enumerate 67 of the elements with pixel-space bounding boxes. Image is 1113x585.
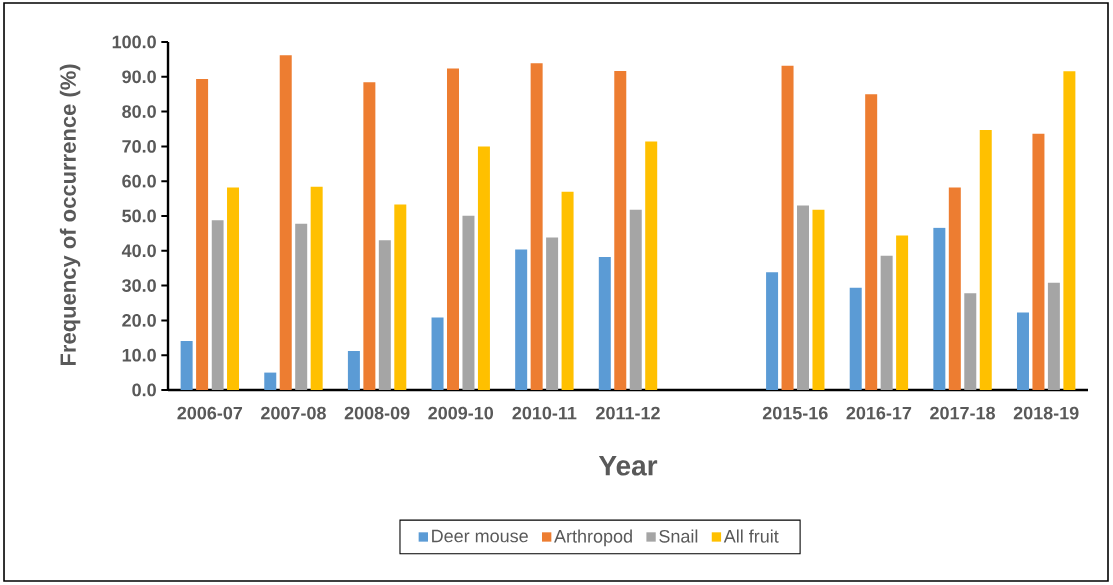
legend-label: Arthropod (554, 529, 632, 547)
y-tick-label: 10.0 (122, 348, 156, 362)
bar (797, 205, 810, 390)
bar (477, 146, 490, 390)
bar (546, 237, 559, 390)
x-axis-title: Year (598, 456, 658, 476)
x-tick-label: 2008-09 (344, 406, 410, 420)
x-tick-label: 2018-19 (1013, 406, 1079, 420)
bar (180, 340, 193, 390)
y-tick-label: 40.0 (121, 244, 156, 258)
bar (515, 249, 528, 390)
x-tick-label: 2007-08 (261, 406, 326, 420)
x-tick-label: 2006-07 (177, 406, 243, 420)
y-tick-label: 80.0 (122, 105, 156, 118)
x-tick-label: 2017-18 (930, 406, 995, 420)
y-tick-label: 50.0 (122, 209, 156, 223)
bar (295, 223, 308, 390)
bar (1016, 312, 1029, 390)
bar (880, 255, 893, 390)
bar (896, 235, 909, 390)
bar (196, 78, 209, 390)
y-tick-label: 100.0 (112, 35, 156, 49)
bar (378, 240, 391, 390)
bar (614, 70, 627, 390)
bar (462, 215, 475, 390)
bar (227, 187, 240, 390)
bar (1032, 133, 1045, 390)
bar (933, 227, 946, 390)
bar (310, 186, 323, 390)
legend-label: Deer mouse (432, 529, 528, 543)
bar (1047, 282, 1060, 390)
x-tick-label: 2009-10 (428, 406, 494, 420)
bar (598, 257, 611, 390)
bar (948, 187, 961, 390)
bar (865, 94, 878, 390)
x-tick-label: 2010-11 (512, 406, 577, 420)
bar (363, 82, 376, 390)
bar (561, 191, 574, 390)
y-tick-label: 20.0 (122, 314, 156, 327)
y-tick-label: 60.0 (122, 174, 156, 188)
y-tick-label: 0.0 (132, 383, 156, 397)
bar (964, 293, 977, 390)
bar (264, 372, 277, 390)
x-tick-label: 2015-16 (762, 406, 828, 420)
bar (211, 220, 224, 390)
bar (347, 351, 360, 390)
legend-label: Snail (659, 529, 698, 543)
x-tick-label: 2011-12 (596, 406, 660, 420)
bar (979, 130, 992, 390)
x-tick-label: 2016-17 (846, 406, 912, 420)
bar (629, 209, 642, 390)
bar (849, 287, 862, 390)
bar (394, 204, 407, 390)
y-tick-label: 70.0 (122, 140, 156, 153)
y-tick-label: 30.0 (122, 279, 156, 292)
bar (431, 317, 444, 390)
y-tick-label: 90.0 (122, 70, 156, 84)
bar (279, 55, 292, 390)
bar (1063, 71, 1076, 390)
bar (645, 141, 658, 390)
legend-label: All fruit (723, 529, 779, 543)
bar (447, 68, 459, 390)
y-axis-title: Frequency of occurrence (%) (59, 64, 81, 366)
bar (781, 65, 794, 390)
bar (530, 63, 543, 390)
bar (766, 272, 779, 390)
bar (812, 209, 825, 390)
